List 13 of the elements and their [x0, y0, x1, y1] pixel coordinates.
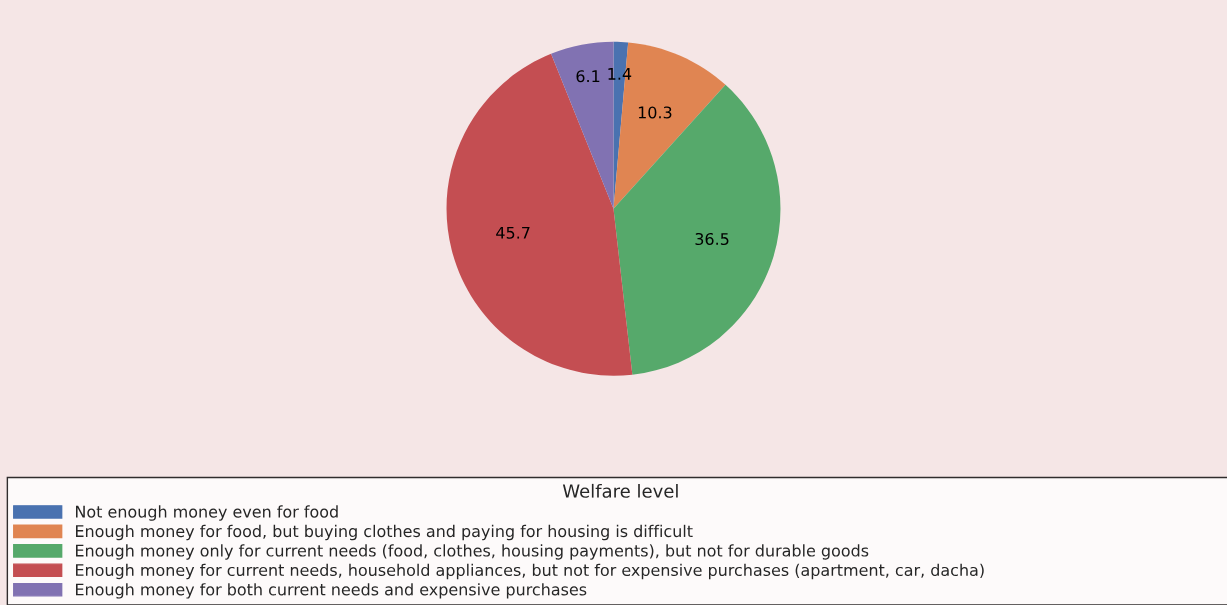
legend-label: Not enough money even for food	[76, 505, 338, 521]
pie-slice	[446, 53, 633, 376]
pie-slice	[613, 84, 781, 375]
data-label: 10.3	[638, 106, 672, 119]
legend-title: Welfare level	[562, 483, 678, 498]
data-label: 1.4	[608, 68, 632, 80]
legend-label: Enough money for food, but buying clothes and paying for housing is difficult	[76, 524, 693, 541]
legend-label: Enough money only for current needs (food, clothes, housing payments), but not for durable goods	[76, 544, 869, 560]
data-label: 36.5	[695, 232, 729, 246]
data-label: 45.7	[496, 226, 530, 239]
legend-label: Enough money for both current needs and expensive purchases	[76, 583, 587, 599]
legend-label: Enough money for current needs, household appliances, but not for expensive purchases (apartment, car, dacha)	[76, 563, 984, 580]
data-label: 6.1	[576, 70, 600, 83]
